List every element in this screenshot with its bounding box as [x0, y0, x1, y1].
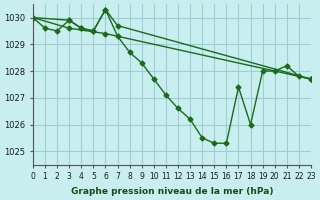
X-axis label: Graphe pression niveau de la mer (hPa): Graphe pression niveau de la mer (hPa) — [71, 187, 273, 196]
